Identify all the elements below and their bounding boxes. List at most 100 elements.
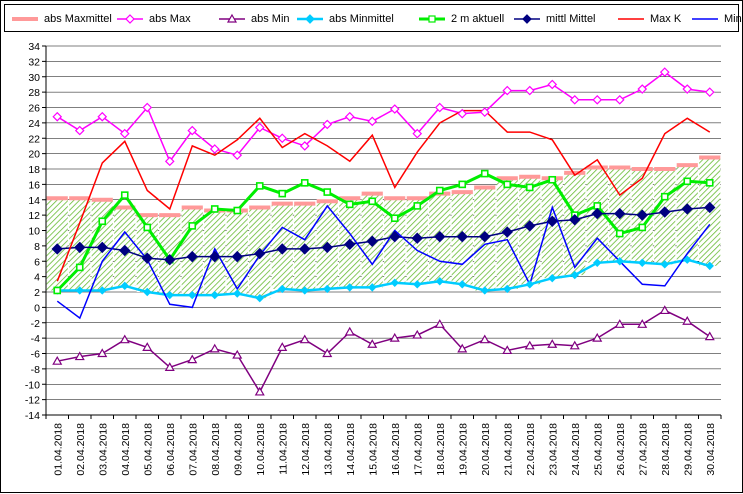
legend-swatch-mittl-mittel: [514, 14, 540, 24]
2-m-aktuell-point-21: [525, 183, 534, 192]
y-tick-label-11: 8: [34, 241, 40, 253]
abs-max-point-12: [322, 119, 333, 130]
series-max-k-line: [56, 109, 711, 282]
abs-min-point-4: [142, 342, 153, 351]
abs-min-point-26: [637, 319, 648, 328]
2-m-aktuell-point-2: [98, 217, 107, 226]
abs-max-point-9: [254, 122, 265, 133]
mittl-mittel-point-15: [389, 230, 401, 243]
abs-minmittel-point-1: [75, 286, 84, 295]
abs-minmittel-point-8: [233, 289, 242, 298]
mittl-mittel-point-5: [164, 254, 176, 266]
chart-legend: abs Maxmittel abs Max abs Min abs Minmittel…: [4, 4, 743, 32]
abs-minmittel-point-10: [278, 284, 287, 294]
legend-swatch-min-k: [692, 18, 718, 20]
2-m-aktuell-point-19: [480, 169, 489, 178]
x-tick-label-25: 26.04.2018: [615, 423, 627, 476]
abs-minmittel-point-13: [345, 283, 354, 292]
2-m-aktuell-point-14: [368, 197, 377, 206]
2-m-aktuell-point-17: [435, 186, 444, 195]
series-min-k-line: [56, 204, 711, 320]
abs-max-point-25: [614, 94, 625, 105]
abs-minmittel-point-17: [435, 277, 444, 286]
x-tick-label-5: 06.04.2018: [165, 423, 177, 476]
legend-swatch-abs-maxmittel: [12, 17, 38, 21]
mittl-mittel-point-28: [681, 203, 693, 215]
abs-max-point-14: [367, 116, 378, 127]
abs-minmittel-point-16: [413, 280, 422, 289]
abs-minmittel-point-22: [548, 273, 557, 283]
abs-max-point-24: [592, 94, 603, 105]
legend-label-abs-maxmittel: abs Maxmittel: [44, 13, 112, 25]
abs-min-point-24: [592, 332, 603, 342]
2-m-aktuell-point-0: [53, 286, 62, 295]
legend-swatch-2-m-aktuell: [419, 15, 445, 23]
abs-max-point-11: [299, 141, 310, 151]
legend-swatch-abs-min: [219, 13, 245, 23]
mittl-mittel-point-14: [366, 235, 378, 247]
legend-label-abs-min: abs Min: [251, 13, 290, 25]
mittl-mittel-point-9: [254, 247, 266, 260]
y-tick-label-16: 18: [28, 164, 40, 176]
abs-min-point-6: [187, 354, 198, 364]
x-tick-label-20: 21.04.2018: [502, 423, 514, 476]
abs-min-point-18: [457, 343, 468, 353]
2-m-aktuell-point-12: [323, 188, 332, 196]
abs-minmittel-point-19: [480, 286, 489, 295]
series-2-m-aktuell-line: [56, 171, 710, 292]
legend-label-max-k: Max K: [650, 13, 682, 25]
2-m-aktuell-point-29: [705, 179, 714, 187]
x-tick-label-10: 11.04.2018: [277, 423, 289, 475]
legend-label-min-k: Min K: [724, 13, 743, 25]
legend-label-abs-minmittel: abs Minmittel: [329, 13, 394, 25]
abs-max-point-29: [704, 87, 715, 97]
x-tick-label-21: 22.04.2018: [525, 423, 537, 476]
mittl-mittel-point-13: [344, 238, 356, 251]
mittl-mittel-point-2: [96, 241, 108, 254]
band-bar-22: [541, 178, 563, 279]
legend-label-2-m-aktuell: 2 m aktuell: [451, 13, 505, 25]
2-m-aktuell-point-15: [390, 214, 399, 222]
abs-max-point-4: [142, 102, 153, 113]
x-tick-label-22: 23.04.2018: [547, 423, 559, 476]
x-tick-label-24: 25.04.2018: [592, 423, 604, 476]
2-m-aktuell-point-1: [75, 263, 84, 272]
legend-swatch-max-k: [618, 18, 644, 20]
2-m-aktuell-point-6: [188, 222, 197, 230]
2-m-aktuell-point-27: [660, 192, 669, 201]
abs-minmittel-point-6: [188, 290, 197, 300]
abs-min-point-14: [367, 339, 378, 348]
2-m-aktuell-point-26: [638, 223, 647, 232]
2-m-aktuell-point-22: [548, 175, 557, 184]
abs-max-point-22: [547, 79, 558, 90]
abs-min-point-11: [299, 334, 310, 344]
x-tick-label-18: 19.04.2018: [457, 423, 469, 476]
abs-minmittel-point-9: [255, 293, 264, 303]
abs-min-point-5: [164, 362, 175, 371]
mittl-mittel-point-17: [434, 230, 446, 243]
series-abs-min-line: [57, 309, 711, 394]
2-m-aktuell-point-7: [210, 205, 219, 213]
abs-minmittel-point-7: [210, 290, 219, 300]
x-tick-label-26: 27.04.2018: [637, 423, 649, 476]
x-tick-label-15: 16.04.2018: [390, 423, 402, 476]
abs-max-point-8: [232, 150, 243, 161]
abs-min-point-23: [569, 340, 580, 350]
abs-min-point-19: [479, 334, 490, 344]
2-m-aktuell-point-16: [413, 202, 422, 210]
2-m-aktuell-point-18: [458, 180, 467, 189]
abs-min-point-1: [74, 351, 85, 361]
abs-minmittel-point-14: [368, 283, 377, 292]
abs-min-point-13: [344, 326, 355, 336]
abs-min-point-7: [209, 343, 220, 353]
mittl-mittel-point-19: [479, 230, 491, 243]
abs-minmittel-point-28: [683, 255, 692, 264]
x-tick-label-8: 09.04.2018: [232, 423, 244, 476]
abs-min-point-3: [119, 334, 130, 344]
x-tick-label-28: 29.04.2018: [682, 423, 694, 476]
abs-max-point-1: [74, 125, 85, 136]
mittl-mittel-point-23: [569, 214, 581, 226]
abs-max-point-18: [457, 108, 468, 119]
abs-max-point-15: [389, 104, 400, 114]
